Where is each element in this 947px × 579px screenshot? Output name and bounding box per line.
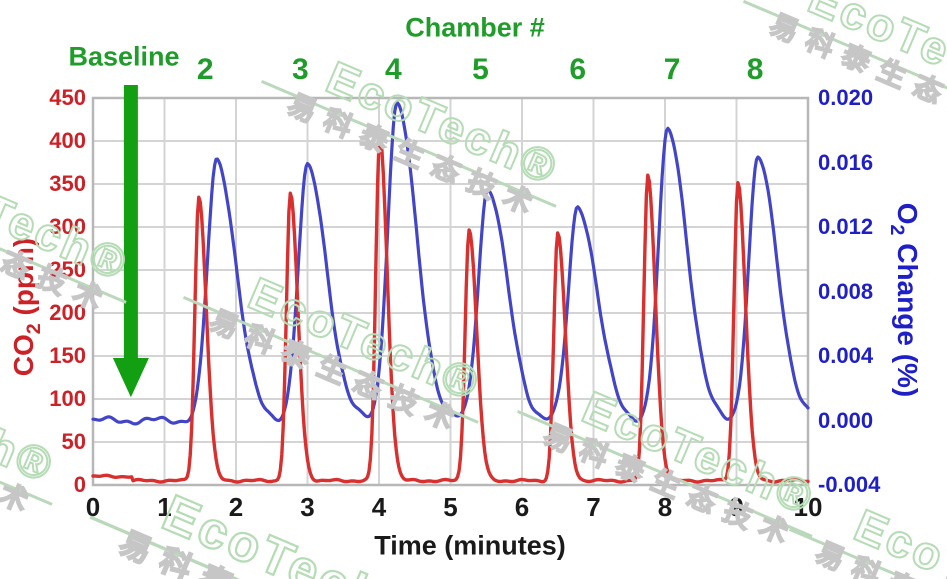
watermark-line xyxy=(0,175,127,304)
ecotech-watermark: EcoTech®易科泰生态技术 xyxy=(260,50,567,225)
y-right-tick-label: 0.012 xyxy=(818,214,874,239)
watermark-line xyxy=(260,79,557,208)
watermark-chinese-text: 易科泰生态技术 xyxy=(810,531,947,579)
watermark-line xyxy=(742,0,947,128)
x-tick-label: 3 xyxy=(300,492,315,522)
y-left-tick-label: 200 xyxy=(49,300,86,325)
y-right-tick-label: 0.004 xyxy=(818,343,874,368)
y-left-tick-label: 400 xyxy=(49,128,86,153)
y-right-tick-label: 0.016 xyxy=(818,149,874,175)
chamber-number-label: 6 xyxy=(569,53,587,86)
y-left-tick-label: 450 xyxy=(49,85,86,110)
watermark-brand-text: EcoTech® xyxy=(240,266,489,412)
ecotech-watermark: EcoTech®易科泰生态技术 xyxy=(0,348,63,523)
x-tick-label: 2 xyxy=(228,492,244,522)
watermark-line xyxy=(788,527,947,579)
watermark-brand-text: EcoTech® xyxy=(800,0,947,116)
watermark-chinese-text: 易科泰生态技术 xyxy=(538,418,803,555)
watermark-chinese-text: 易科泰生态技术 xyxy=(113,519,412,579)
y-left-tick-label: 50 xyxy=(61,429,86,454)
watermark-chinese-text: 易科泰生态技术 xyxy=(204,304,469,441)
ecotech-watermark: EcoTech®易科泰生态技术 xyxy=(742,0,947,145)
y-left-tick-label: 0 xyxy=(73,472,86,497)
watermark-brand-text: EcoTech® xyxy=(846,498,947,579)
ecotech-watermark: EcoTech®易科泰生态技术 xyxy=(788,498,947,579)
chamber-number-label: 7 xyxy=(663,53,681,86)
y-left-tick-label: 150 xyxy=(49,343,86,368)
ecotech-watermark: EcoTech®易科泰生态技术 xyxy=(0,146,137,321)
chamber-number-label: 2 xyxy=(196,53,214,86)
x-tick-label: 1 xyxy=(157,492,172,522)
watermark-brand-text: EcoTech® xyxy=(318,50,567,196)
ecotech-watermark: EcoTech®易科泰生态技术 xyxy=(89,482,433,579)
watermark-line xyxy=(89,515,421,579)
x-tick-label: 5 xyxy=(443,492,458,522)
y-left-tick-label: 100 xyxy=(49,386,86,411)
x-tick-label: 4 xyxy=(371,492,387,522)
watermark-line xyxy=(0,377,53,506)
y-right-tick-label: 0.000 xyxy=(818,407,874,433)
y-right-tick-label: 0.008 xyxy=(818,278,874,304)
ecotech-watermark: EcoTech®易科泰生态技术 xyxy=(182,266,489,441)
chamber-number-label: 5 xyxy=(472,53,489,86)
watermark-chinese-text: 易科泰生态技术 xyxy=(764,8,947,145)
baseline-label: Baseline xyxy=(68,41,180,72)
watermark-brand-text: EcoTech® xyxy=(0,348,63,494)
watermark-chinese-text: 易科泰生态技术 xyxy=(0,184,117,321)
chamber-number-label: 3 xyxy=(292,53,309,86)
watermark-brand-text: EcoTech® xyxy=(574,380,823,526)
watermark-line xyxy=(516,409,813,538)
watermark-chinese-text: 易科泰生态技术 xyxy=(0,386,43,523)
baseline-arrow-icon xyxy=(112,85,149,398)
ecotech-watermark: EcoTech®易科泰生态技术 xyxy=(516,380,823,555)
watermark-brand-text: EcoTech® xyxy=(154,482,433,579)
watermark-brand-text: EcoTech® xyxy=(0,146,137,292)
watermark-chinese-text: 易科泰生态技术 xyxy=(282,88,547,225)
chart-title: Chamber # xyxy=(405,12,545,43)
y-right-tick-label: -0.004 xyxy=(818,472,881,497)
chamber-number-label: 4 xyxy=(384,53,402,86)
watermark-line xyxy=(182,295,479,424)
x-tick-label: 0 xyxy=(85,492,101,522)
